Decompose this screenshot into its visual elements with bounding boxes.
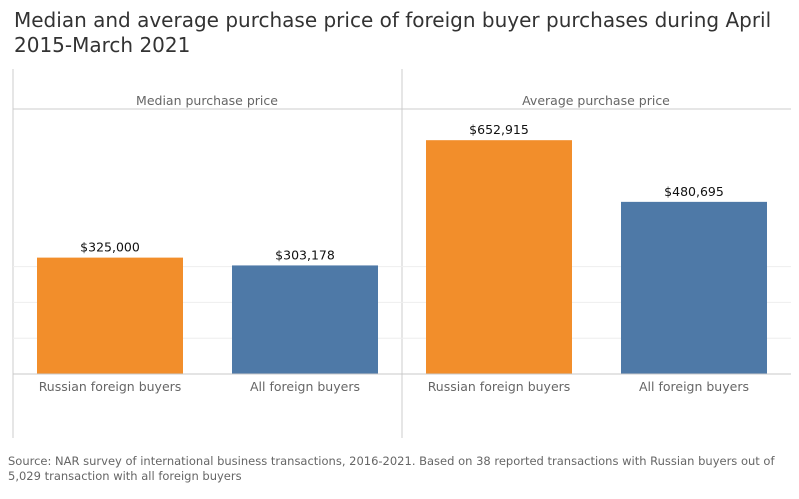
- category-label-median-all: All foreign buyers: [250, 379, 360, 394]
- bar-median-all: [232, 265, 378, 374]
- category-label-average-all: All foreign buyers: [639, 379, 749, 394]
- bar-label-median-all: $303,178: [275, 247, 335, 262]
- panel-frame: [12, 69, 791, 438]
- bars: [37, 140, 767, 374]
- panel-header-median: Median purchase price: [136, 93, 278, 108]
- bar-label-median-russian: $325,000: [80, 240, 140, 255]
- bar-label-average-russian: $652,915: [469, 122, 529, 137]
- bar-median-russian: [37, 257, 183, 374]
- source-footnote: Source: NAR survey of international busi…: [8, 454, 775, 483]
- bar-label-average-all: $480,695: [664, 184, 724, 199]
- bar-average-all: [621, 201, 767, 374]
- bar-average-russian: [426, 140, 572, 374]
- chart-title: Median and average purchase price of for…: [14, 8, 772, 57]
- category-label-average-russian: Russian foreign buyers: [428, 379, 571, 394]
- category-label-median-russian: Russian foreign buyers: [39, 379, 182, 394]
- panel-header-average: Average purchase price: [522, 93, 670, 108]
